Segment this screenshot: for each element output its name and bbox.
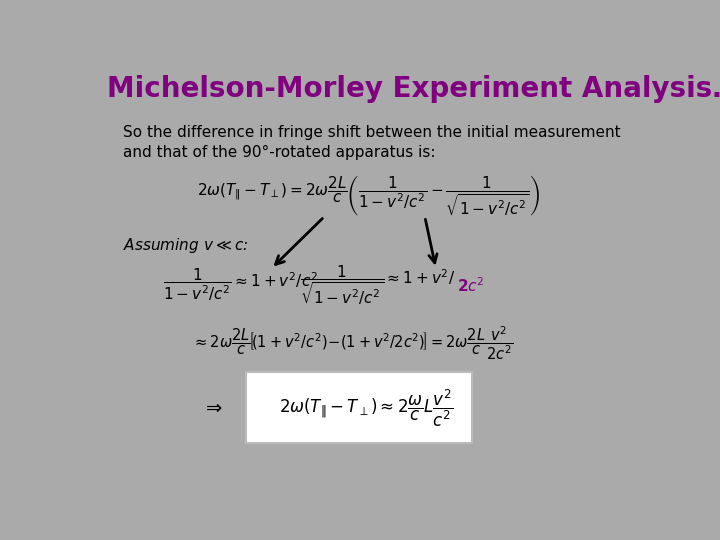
Text: So the difference in fringe shift between the initial measurement
and that of th: So the difference in fringe shift betwee…: [124, 125, 621, 160]
Text: $\dfrac{1}{1-v^{2}/c^{2}}\approx 1+v^{2}/c^{2}$: $\dfrac{1}{1-v^{2}/c^{2}}\approx 1+v^{2}…: [163, 267, 318, 303]
Text: $\mathbf{2}c^{2}$: $\mathbf{2}c^{2}$: [456, 276, 484, 294]
Text: $\approx 2\omega\dfrac{2L}{c}\!\left[\!\left(1+v^{2}/c^{2}\right)\!-\!\left(1+v^: $\approx 2\omega\dfrac{2L}{c}\!\left[\!\…: [192, 325, 513, 362]
Text: Assuming $v\ll c$:: Assuming $v\ll c$:: [124, 236, 249, 255]
Text: Michelson-Morley Experiment Analysis…: Michelson-Morley Experiment Analysis…: [107, 75, 720, 103]
FancyBboxPatch shape: [246, 373, 472, 443]
Text: $\Rightarrow$: $\Rightarrow$: [202, 399, 223, 417]
Text: $\dfrac{1}{\sqrt{1-v^{2}/c^{2}}}\approx 1+v^{2}/$: $\dfrac{1}{\sqrt{1-v^{2}/c^{2}}}\approx …: [300, 264, 456, 307]
Text: $2\omega(T_{\|}-T_{\perp})=2\omega\dfrac{2L}{c}\left(\dfrac{1}{1-v^{2}/c^{2}}-\d: $2\omega(T_{\|}-T_{\perp})=2\omega\dfrac…: [197, 173, 541, 218]
Text: $2\omega(T_{\|}-T_{\perp})\approx 2\dfrac{\omega}{c}L\dfrac{v^{2}}{c^{2}}$: $2\omega(T_{\|}-T_{\perp})\approx 2\dfra…: [279, 387, 454, 429]
